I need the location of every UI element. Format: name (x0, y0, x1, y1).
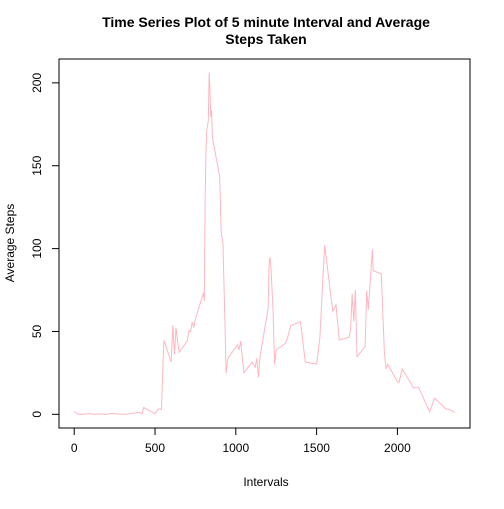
y-tick-label: 100 (30, 238, 44, 258)
x-tick-label: 2000 (384, 441, 411, 455)
y-tick-label: 50 (30, 324, 44, 338)
y-tick-label: 0 (30, 411, 44, 418)
x-axis-label: Intervals (243, 475, 288, 489)
y-axis-label: Average Steps (3, 204, 17, 283)
x-tick-label: 1500 (303, 441, 330, 455)
x-tick-label: 1000 (222, 441, 249, 455)
x-tick-label: 500 (145, 441, 165, 455)
data-line (73, 72, 456, 415)
x-tick-label: 0 (71, 441, 78, 455)
y-tick-label: 200 (30, 73, 44, 93)
chart-title: Time Series Plot of 5 minute Interval an… (102, 14, 430, 47)
plot-frame (58, 58, 471, 429)
y-tick-label: 150 (30, 155, 44, 175)
